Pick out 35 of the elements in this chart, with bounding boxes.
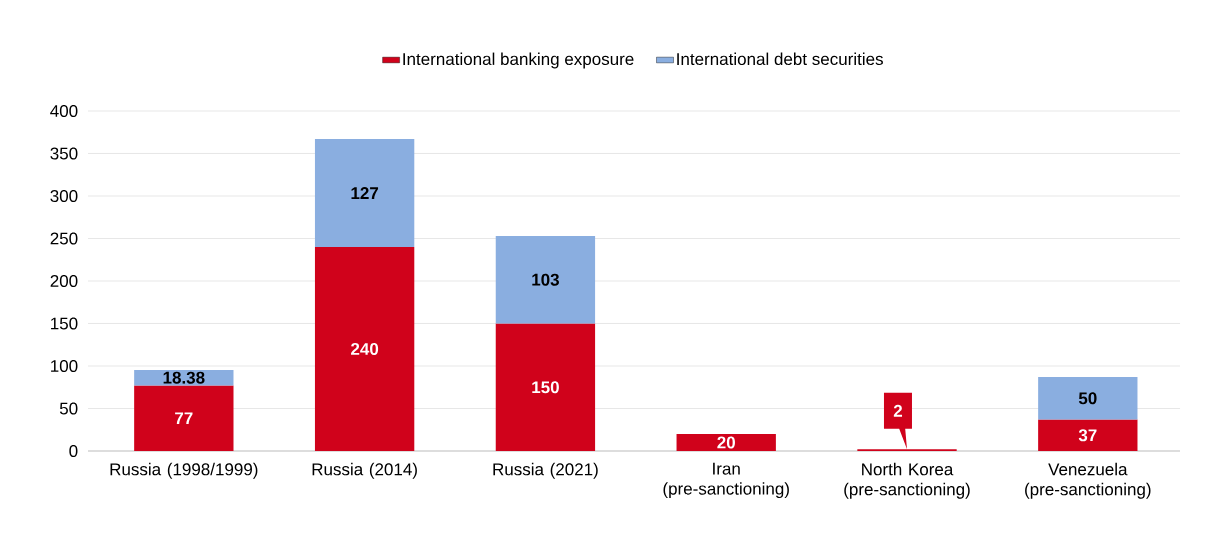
bar xyxy=(1038,377,1138,420)
x-tick-label: Iran (pre-sanctioning) xyxy=(663,462,789,499)
x-tick-label: Russia (2021) xyxy=(493,462,598,479)
data-label: 77 xyxy=(175,412,193,425)
x-tick-label: North Korea (pre-sanctioning) xyxy=(844,462,970,499)
y-tick-label: 50 xyxy=(59,402,78,415)
y-tick-label: 200 xyxy=(50,274,78,288)
bar xyxy=(314,247,415,451)
y-tick-label: 150 xyxy=(51,317,78,330)
data-label: 18.38 xyxy=(163,371,205,384)
data-label: 2 xyxy=(893,404,903,417)
y-tick-label: 350 xyxy=(50,147,78,160)
y-tick-label: 400 xyxy=(50,104,78,118)
bar xyxy=(676,434,776,451)
data-label: 37 xyxy=(1078,429,1097,442)
x-tick-label: Venezuela (pre-sanctioning) xyxy=(1025,462,1151,499)
bar xyxy=(495,323,596,451)
y-tick-label: 250 xyxy=(50,232,78,245)
data-label: 150 xyxy=(532,381,559,394)
data-label: 103 xyxy=(532,273,559,286)
bar xyxy=(314,139,415,247)
x-tick-label: Russia (1998/1999) xyxy=(110,462,258,479)
y-tick-label: 300 xyxy=(50,189,78,203)
data-label: 127 xyxy=(351,187,379,199)
bar xyxy=(1038,419,1138,451)
y-tick-label: 0 xyxy=(69,444,78,458)
legend-label: International banking exposure xyxy=(403,52,634,69)
bar xyxy=(134,385,234,451)
data-label: 20 xyxy=(717,436,735,449)
legend-label: International debt securities xyxy=(677,52,883,66)
data-label: 240 xyxy=(351,342,379,356)
bar xyxy=(495,235,596,324)
y-tick-label: 100 xyxy=(51,359,78,373)
x-tick-label: Russia (2014) xyxy=(312,462,417,479)
data-label: 50 xyxy=(1078,392,1097,405)
